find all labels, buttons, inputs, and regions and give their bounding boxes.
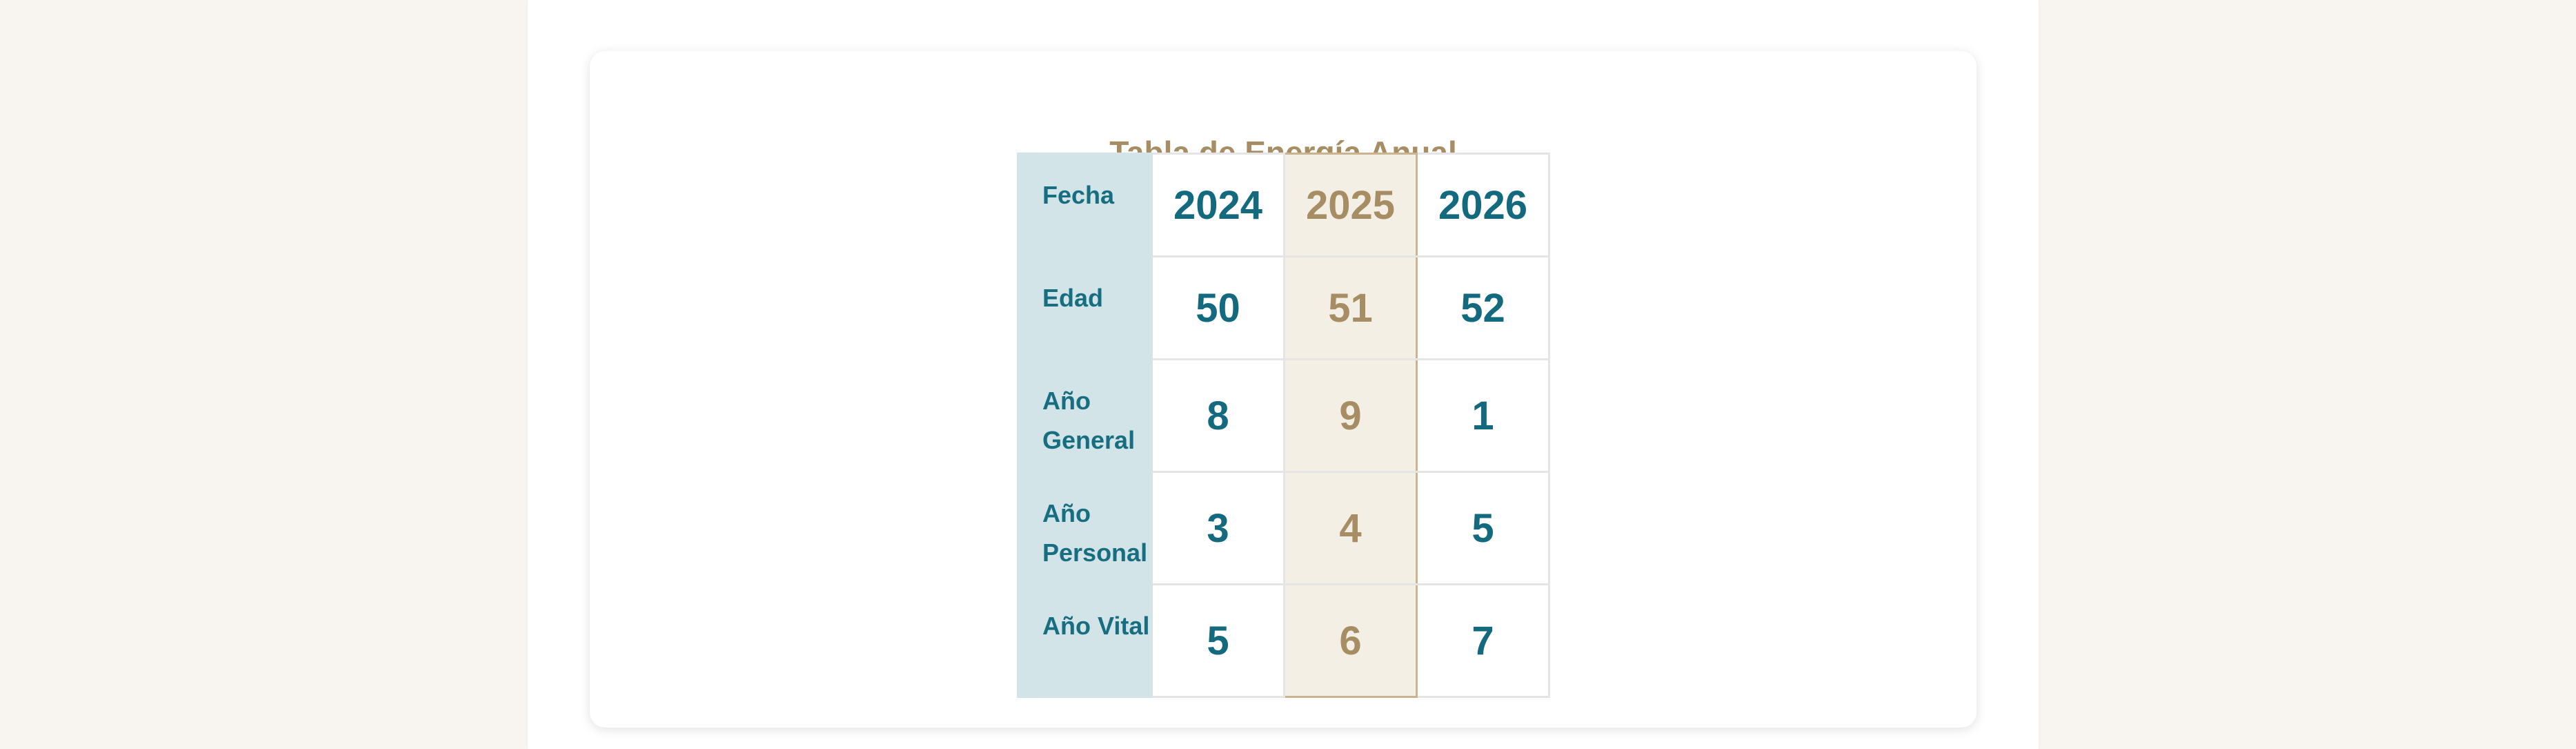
cell-fecha-2026: 2026 bbox=[1416, 153, 1550, 257]
table-row-fecha: Fecha 2024 2025 2026 bbox=[1017, 153, 1550, 257]
cell-ano-personal-2025: 4 bbox=[1283, 471, 1418, 585]
cell-ano-general-2024: 8 bbox=[1151, 358, 1285, 473]
cell-ano-vital-2024: 5 bbox=[1151, 583, 1285, 698]
table-row-ano-general: Año General 8 9 1 bbox=[1017, 358, 1550, 473]
cell-ano-vital-2025: 6 bbox=[1283, 583, 1418, 698]
energy-table: Fecha 2024 2025 2026 Edad 50 51 52 Año G… bbox=[1017, 153, 1550, 698]
cell-fecha-2025: 2025 bbox=[1283, 153, 1418, 257]
cell-ano-personal-2024: 3 bbox=[1151, 471, 1285, 585]
cell-ano-general-2026: 1 bbox=[1416, 358, 1550, 473]
cell-edad-2025: 51 bbox=[1283, 255, 1418, 360]
table-row-ano-vital: Año Vital 5 6 7 bbox=[1017, 583, 1550, 698]
cell-ano-general-2025: 9 bbox=[1283, 358, 1418, 473]
cell-ano-vital-2026: 7 bbox=[1416, 583, 1550, 698]
row-label-edad: Edad bbox=[1017, 255, 1153, 360]
table-row-edad: Edad 50 51 52 bbox=[1017, 255, 1550, 360]
cell-ano-personal-2026: 5 bbox=[1416, 471, 1550, 585]
row-label-fecha: Fecha bbox=[1017, 153, 1153, 257]
cell-edad-2026: 52 bbox=[1416, 255, 1550, 360]
cell-fecha-2024: 2024 bbox=[1151, 153, 1285, 257]
table-row-ano-personal: Año Personal 3 4 5 bbox=[1017, 471, 1550, 585]
row-label-ano-personal: Año Personal bbox=[1017, 471, 1153, 585]
row-label-ano-vital: Año Vital bbox=[1017, 583, 1153, 698]
cell-edad-2024: 50 bbox=[1151, 255, 1285, 360]
row-label-ano-general: Año General bbox=[1017, 358, 1153, 473]
